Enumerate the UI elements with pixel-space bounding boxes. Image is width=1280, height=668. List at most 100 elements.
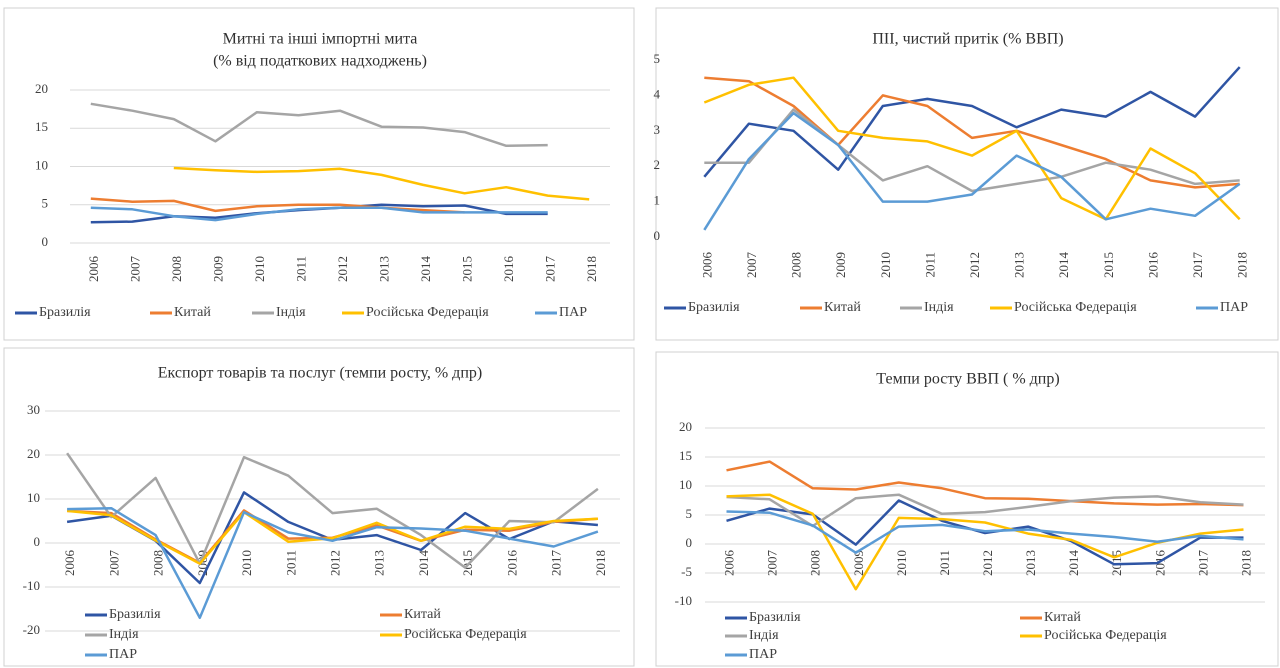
x-tick-label: 2008 [169, 256, 184, 282]
panel [3, 347, 635, 667]
legend-label: Китай [174, 305, 211, 320]
x-tick-label: 2018 [584, 256, 599, 282]
x-tick-label: 2015 [460, 550, 475, 576]
series-line [90, 206, 548, 222]
x-tick-label: 2017 [1190, 252, 1205, 279]
legend-label: Індія [276, 305, 306, 320]
chart-subtitle: (% від податкових надходжень) [213, 53, 427, 70]
series-line [66, 452, 599, 569]
series-line [90, 102, 548, 148]
y-tick-label: 3 [654, 122, 661, 137]
y-tick-label: 10 [27, 490, 40, 505]
y-tick-label: 20 [679, 419, 692, 434]
y-tick-label: -10 [675, 593, 692, 608]
x-tick-label: 2009 [833, 252, 848, 278]
x-tick-label: 2008 [789, 252, 804, 278]
legend-label: Бразилія [749, 610, 801, 625]
y-tick-label: 20 [35, 81, 48, 96]
x-tick-label: 2007 [106, 550, 121, 577]
x-tick-label: 2011 [922, 252, 937, 278]
series-line [703, 111, 1241, 231]
y-tick-label: 5 [42, 196, 49, 211]
x-tick-label: 2013 [1012, 252, 1027, 278]
x-tick-label: 2010 [878, 252, 893, 278]
x-tick-label: 2006 [722, 550, 737, 577]
x-tick-label: 2016 [1145, 252, 1160, 279]
panel [655, 351, 1279, 667]
x-tick-label: 2012 [967, 252, 982, 278]
y-tick-label: 0 [42, 234, 49, 249]
x-tick-label: 2007 [127, 256, 142, 283]
series-line [703, 66, 1241, 178]
x-tick-label: 2018 [1235, 252, 1250, 278]
y-tick-label: 10 [679, 477, 692, 492]
x-tick-label: 2012 [980, 550, 995, 576]
legend-label: Китай [404, 607, 441, 622]
series-line [67, 506, 599, 620]
x-tick-label: 2012 [335, 256, 350, 282]
legend-label: ПАР [559, 305, 587, 320]
x-tick-label: 2006 [62, 550, 77, 577]
legend-label: Російська Федерація [1044, 628, 1167, 643]
x-tick-label: 2014 [418, 256, 433, 283]
x-tick-label: 2007 [744, 252, 759, 279]
x-tick-label: 2017 [1195, 550, 1210, 577]
x-tick-label: 2013 [377, 256, 392, 282]
x-tick-label: 2018 [593, 550, 608, 576]
y-tick-label: 0 [686, 535, 693, 550]
panel [655, 7, 1279, 341]
x-tick-label: 2016 [504, 550, 519, 577]
series-line [726, 460, 1244, 507]
x-tick-label: 2015 [460, 256, 475, 282]
panel [3, 7, 635, 341]
legend-label: Бразилія [39, 305, 91, 320]
series-line [173, 166, 590, 201]
x-tick-label: 2013 [1023, 550, 1038, 576]
y-tick-label: -10 [23, 578, 40, 593]
y-tick-label: 5 [654, 51, 661, 66]
y-tick-label: 15 [35, 119, 48, 134]
x-tick-label: 2014 [416, 550, 431, 577]
x-tick-label: 2007 [765, 550, 780, 577]
x-tick-label: 2008 [808, 550, 823, 576]
x-tick-label: 2010 [252, 256, 267, 282]
legend-label: Індія [749, 628, 779, 643]
y-tick-label: 15 [679, 448, 692, 463]
y-tick-label: -20 [23, 622, 40, 637]
legend-label: Російська Федерація [366, 305, 489, 320]
series-line [704, 76, 1240, 189]
legend-label: Російська Федерація [1014, 300, 1137, 315]
legend-label: Індія [109, 627, 139, 642]
y-tick-label: -5 [681, 564, 692, 579]
series-line [703, 76, 1241, 221]
y-tick-label: 30 [27, 402, 40, 417]
chart-title: Темпи росту ВВП ( % дпр) [876, 371, 1059, 388]
x-tick-label: 2009 [851, 550, 866, 576]
x-tick-label: 2016 [501, 255, 516, 282]
y-tick-label: 2 [654, 157, 661, 172]
y-tick-label: 0 [654, 228, 661, 243]
legend-label: Бразилія [688, 300, 740, 315]
x-tick-label: 2009 [210, 256, 225, 282]
y-tick-label: 10 [35, 157, 48, 172]
x-tick-label: 2011 [283, 550, 298, 576]
legend-label: Китай [824, 300, 861, 315]
x-tick-label: 2006 [699, 252, 714, 279]
x-tick-label: 2006 [86, 256, 101, 283]
x-tick-label: 2010 [894, 550, 909, 576]
x-tick-label: 2013 [372, 550, 387, 576]
x-tick-label: 2015 [1101, 252, 1116, 278]
legend-label: ПАР [1220, 300, 1248, 315]
series-line [704, 108, 1240, 193]
y-tick-label: 1 [654, 193, 661, 208]
chart-title: ПІІ, чистий притік (% ВВП) [872, 31, 1063, 48]
x-tick-label: 2011 [293, 256, 308, 282]
legend-label: Китай [1044, 610, 1081, 625]
x-tick-label: 2010 [239, 550, 254, 576]
x-tick-label: 2014 [1056, 252, 1071, 279]
series-line [66, 509, 598, 565]
x-tick-label: 2018 [1238, 550, 1253, 576]
legend-label: ПАР [749, 647, 777, 662]
legend-label: ПАР [109, 647, 137, 662]
